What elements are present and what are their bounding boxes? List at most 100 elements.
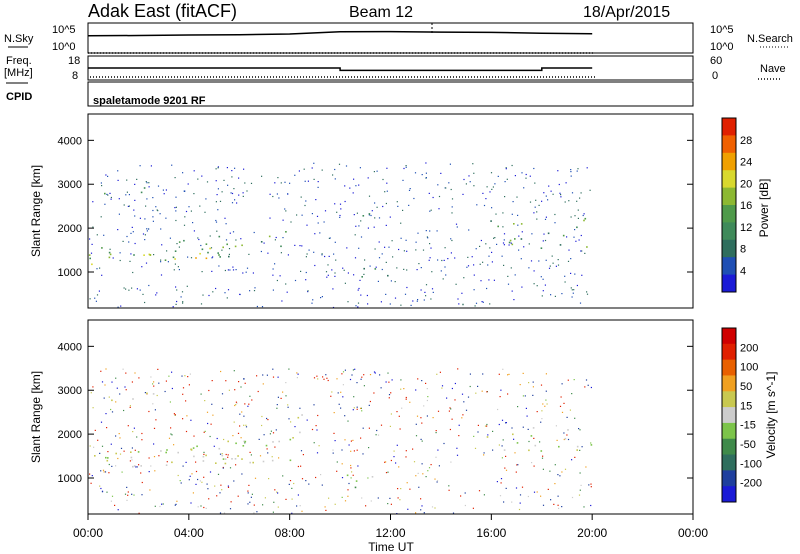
scatter-dot bbox=[396, 201, 398, 203]
scatter-dot bbox=[140, 465, 142, 467]
scatter-dot bbox=[341, 496, 343, 498]
scatter-dot bbox=[585, 466, 587, 468]
scatter-dot bbox=[297, 494, 299, 496]
scatter-dot bbox=[204, 430, 206, 432]
scatter-dot bbox=[432, 196, 434, 199]
scatter-dot bbox=[282, 391, 284, 393]
scatter-dot bbox=[332, 288, 334, 290]
scatter-dot bbox=[378, 241, 380, 243]
scatter-dot bbox=[578, 239, 580, 241]
scatter-dot bbox=[231, 192, 234, 195]
scatter-dot bbox=[462, 414, 464, 416]
power-scatter bbox=[88, 162, 591, 309]
scatter-dot bbox=[153, 385, 155, 387]
scatter-dot bbox=[376, 170, 378, 172]
scatter-dot bbox=[517, 464, 519, 466]
scatter-dot bbox=[571, 496, 574, 499]
scatter-dot bbox=[274, 489, 276, 491]
scatter-dot bbox=[280, 397, 282, 399]
scatter-dot bbox=[250, 182, 253, 184]
scatter-dot bbox=[145, 205, 147, 207]
scatter-dot bbox=[506, 178, 508, 180]
colorbar-swatch bbox=[722, 407, 736, 424]
scatter-dot bbox=[564, 201, 566, 203]
scatter-dot bbox=[201, 248, 204, 251]
scatter-dot bbox=[109, 248, 111, 250]
scatter-dot bbox=[342, 371, 345, 373]
scatter-dot bbox=[193, 170, 195, 172]
scatter-dot bbox=[136, 288, 138, 290]
scatter-dot bbox=[543, 233, 545, 235]
scatter-dot bbox=[296, 372, 298, 374]
scatter-dot bbox=[119, 252, 121, 254]
scatter-dot bbox=[292, 437, 294, 439]
scatter-dot bbox=[590, 442, 592, 444]
scatter-dot bbox=[115, 377, 117, 379]
scatter-dot bbox=[385, 461, 387, 463]
colorbar-tick-label: 8 bbox=[740, 244, 746, 256]
scatter-dot bbox=[119, 393, 121, 395]
scatter-dot bbox=[141, 266, 143, 268]
scatter-dot bbox=[172, 306, 174, 308]
scatter-dot bbox=[513, 223, 515, 225]
scatter-dot bbox=[219, 512, 222, 514]
scatter-dot bbox=[155, 419, 157, 421]
scatter-dot bbox=[253, 290, 256, 292]
scatter-dot bbox=[192, 222, 194, 224]
scatter-dot bbox=[522, 372, 524, 374]
scatter-dot bbox=[468, 175, 470, 177]
scatter-dot bbox=[342, 267, 344, 269]
scatter-dot bbox=[231, 170, 233, 172]
scatter-dot bbox=[222, 467, 224, 469]
scatter-dot bbox=[382, 178, 384, 181]
scatter-dot bbox=[493, 237, 495, 239]
scatter-dot bbox=[350, 464, 352, 467]
scatter-dot bbox=[447, 258, 449, 260]
scatter-dot bbox=[403, 250, 405, 252]
scatter-dot bbox=[118, 213, 120, 215]
scatter-dot bbox=[426, 388, 428, 390]
scatter-dot bbox=[324, 255, 326, 258]
scatter-dot bbox=[182, 418, 184, 420]
scatter-dot bbox=[334, 275, 336, 277]
scatter-dot bbox=[418, 486, 420, 488]
scatter-dot bbox=[431, 271, 433, 273]
scatter-dot bbox=[294, 426, 296, 428]
scatter-dot bbox=[397, 488, 399, 490]
scatter-dot bbox=[420, 498, 422, 500]
scatter-dot bbox=[350, 477, 352, 479]
scatter-dot bbox=[152, 403, 154, 405]
scatter-dot bbox=[173, 269, 175, 271]
scatter-dot bbox=[360, 294, 362, 296]
scatter-dot bbox=[127, 425, 129, 427]
scatter-dot bbox=[511, 501, 513, 503]
scatter-dot bbox=[219, 453, 222, 455]
scatter-dot bbox=[231, 176, 233, 178]
scatter-dot bbox=[488, 255, 490, 257]
x-tick-label: 04:00 bbox=[174, 526, 204, 540]
scatter-dot bbox=[241, 411, 243, 413]
scatter-dot bbox=[230, 192, 232, 194]
scatter-dot bbox=[153, 456, 156, 458]
scatter-dot bbox=[416, 415, 419, 417]
scatter-dot bbox=[153, 381, 155, 383]
scatter-dot bbox=[409, 401, 411, 403]
scatter-dot bbox=[239, 413, 241, 415]
scatter-dot bbox=[317, 181, 319, 183]
scatter-dot bbox=[201, 481, 203, 483]
scatter-dot bbox=[243, 440, 245, 443]
scatter-dot bbox=[448, 485, 450, 487]
scatter-dot bbox=[576, 284, 578, 287]
scatter-dot bbox=[517, 224, 519, 226]
scatter-dot bbox=[391, 379, 393, 381]
scatter-dot bbox=[378, 257, 381, 259]
scatter-dot bbox=[287, 404, 289, 406]
scatter-dot bbox=[313, 162, 315, 164]
scatter-dot bbox=[308, 483, 310, 485]
scatter-dot bbox=[458, 424, 460, 426]
colorbar-tick-label: -50 bbox=[740, 439, 756, 451]
scatter-dot bbox=[428, 192, 430, 194]
scatter-dot bbox=[262, 374, 264, 376]
